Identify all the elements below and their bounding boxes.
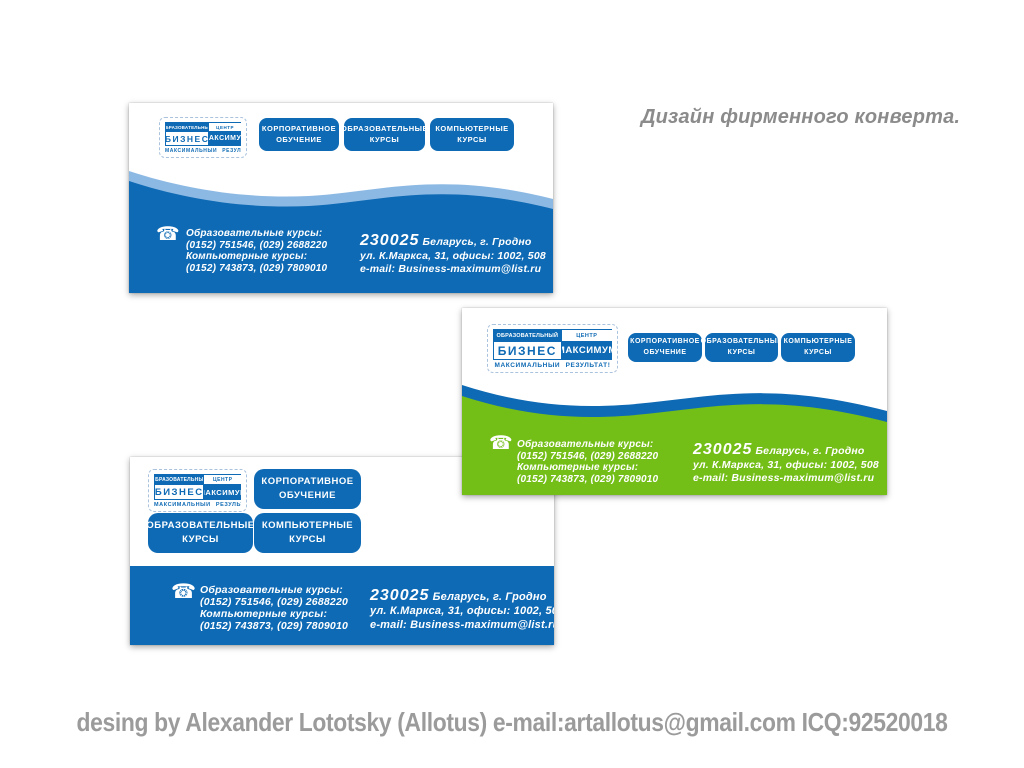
button-label-line: КУРСЫ [457,134,487,144]
logo-tagline: МАКСИМАЛЬНЫЙ РЕЗУЛЬТАТ! [154,502,241,508]
envelope-right-green-wave: ОБРАЗОВАТЕЛЬНЫЙ ЦЕНТР БИЗНЕС МАКСИМУМ МА… [462,308,887,495]
blue-band [130,566,554,645]
address-line-city: 230025 Беларусь, г. Гродно [693,441,879,459]
address-city: Беларусь, г. Гродно [432,591,547,603]
logo-grid: ОБРАЗОВАТЕЛЬНЫЙ ЦЕНТР БИЗНЕС МАКСИМУМ [493,329,612,360]
address-email: e-mail: Business-maximum@list.ru [693,472,875,484]
button-corporate-training: КОРПОРАТИВНОЕ ОБУЧЕНИЕ [254,469,361,509]
contact-line: (0152) 751546, (029) 2688220 [200,596,349,608]
logo-tagline: МАКСИМАЛЬНЫЙ РЕЗУЛЬТАТ! [165,148,241,154]
logo-cell-center: ЦЕНТР [209,123,241,131]
wave-graphic [462,385,887,495]
contact-line: Компьютерные курсы: [200,608,328,620]
contact-phones-block: Образовательные курсы: (0152) 751546, (0… [517,439,658,485]
postcode: 230025 [360,232,420,249]
button-label-line: ОБРАЗОВАТЕЛЬНЫЕ [700,338,783,346]
button-educational-courses: ОБРАЗОВАТЕЛЬНЫЕ КУРСЫ [146,513,255,553]
logo-cell-educational: ОБРАЗОВАТЕЛЬНЫЙ [166,123,209,131]
postcode: 230025 [693,441,753,458]
logo-cell-educational: ОБРАЗОВАТЕЛЬНЫЙ [494,330,561,341]
contact-line: (0152) 751546, (029) 2688220 [186,239,328,251]
contact-line: Образовательные курсы: [186,228,323,239]
designer-credit: desing by Alexander Lototsky (Allotus) e… [76,707,948,737]
button-label-line: КУРСЫ [369,134,400,144]
button-label-line: КУРСЫ [804,348,832,356]
address-line-city: 230025 Беларусь, г. Гродно [370,587,554,604]
phone-icon: ☎ [489,432,513,454]
envelope-top-blue-wave: ОБРАЗОВАТЕЛЬНЫЙ ЦЕНТР БИЗНЕС МАКСИМУМ МА… [129,103,553,293]
button-label-line: КОМПЬЮТЕРНЫЕ [783,338,853,346]
wave-graphic [129,171,553,293]
phone-icon: ☎ [171,579,196,603]
button-label-line: КУРСЫ [182,534,219,545]
phone-icon: ☎ [156,223,180,245]
address-email: e-mail: Business-maximum@list.ru [360,263,542,275]
page-caption: Дизайн фирменного конверта. [641,106,961,128]
button-label-line: КОРПОРАТИВНОЕ [630,338,700,346]
contact-line: (0152) 743873, (029) 7809010 [186,262,328,274]
button-computer-courses: КОМПЬЮТЕРНЫЕ КУРСЫ [781,333,855,362]
button-computer-courses: КОМПЬЮТЕРНЫЕ КУРСЫ [254,513,361,553]
button-label-line: КОРПОРАТИВНОЕ [261,123,337,133]
contact-phones-block: Образовательные курсы: (0152) 751546, (0… [200,584,348,632]
logo-business-maximum: ОБРАЗОВАТЕЛЬНЫЙ ЦЕНТР БИЗНЕС МАКСИМУМ МА… [148,469,247,512]
contact-phones-block: Образовательные курсы: (0152) 751546, (0… [186,228,327,274]
button-label-line: ОБУЧЕНИЕ [279,490,336,501]
button-label-line: КОМПЬЮТЕРНЫЕ [435,123,509,133]
button-corporate-training: КОРПОРАТИВНОЕ ОБУЧЕНИЕ [628,333,702,362]
address-city: Беларусь, г. Гродно [422,236,532,248]
logo-business-maximum: ОБРАЗОВАТЕЛЬНЫЙ ЦЕНТР БИЗНЕС МАКСИМУМ МА… [159,117,247,158]
button-educational-courses: ОБРАЗОВАТЕЛЬНЫЕ КУРСЫ [341,118,429,151]
button-label-line: ОБУЧЕНИЕ [276,134,322,144]
contact-line: (0152) 743873, (029) 7809010 [200,620,349,632]
contact-line: Образовательные курсы: [517,439,654,450]
logo-cell-business: БИЗНЕС [494,342,561,359]
address-street: ул. К.Маркса, 31, офисы: 1002, 508 [360,249,546,262]
button-computer-courses: КОМПЬЮТЕРНЫЕ КУРСЫ [430,118,514,151]
button-label-line: ОБРАЗОВАТЕЛЬНЫЕ [341,123,429,133]
logo-cell-center: ЦЕНТР [561,330,612,341]
address-block: 230025 Беларусь, г. Гродно ул. К.Маркса,… [693,441,879,486]
contact-line: Образовательные курсы: [200,584,344,596]
contact-line: (0152) 751546, (029) 2688220 [517,450,659,462]
button-educational-courses: ОБРАЗОВАТЕЛЬНЫЕ КУРСЫ [701,333,782,362]
address-city: Беларусь, г. Гродно [755,445,865,457]
button-label-line: КОРПОРАТИВНОЕ [261,476,354,488]
address-street: ул. К.Маркса, 31, офисы: 1002, 508 [370,605,554,617]
logo-cell-maximum: МАКСИМУМ [204,485,241,499]
postcode: 230025 [370,587,430,604]
address-line-city: 230025 Беларусь, г. Гродно [360,232,546,250]
logo-cell-center: ЦЕНТР [204,475,241,484]
logo-cell-maximum: МАКСИМУМ [561,342,612,359]
contact-line: Компьютерные курсы: [186,251,308,262]
contact-line: (0152) 743873, (029) 7809010 [517,473,659,485]
button-label-line: КУРСЫ [727,348,756,356]
logo-cell-educational: ОБРАЗОВАТЕЛЬНЫЙ [155,475,204,484]
logo-grid: ОБРАЗОВАТЕЛЬНЫЙ ЦЕНТР БИЗНЕС МАКСИМУМ [154,474,241,500]
address-block: 230025 Беларусь, г. Гродно ул. К.Маркса,… [360,232,546,277]
button-label-line: КОМПЬЮТЕРНЫЕ [261,520,354,532]
logo-cell-maximum: МАКСИМУМ [209,132,241,145]
button-label-line: ОБРАЗОВАТЕЛЬНЫЕ [146,520,255,532]
address-block: 230025 Беларусь, г. Гродно ул. К.Маркса,… [370,587,554,632]
button-label-line: ОБУЧЕНИЕ [643,348,687,356]
button-corporate-training: КОРПОРАТИВНОЕ ОБУЧЕНИЕ [259,118,339,151]
logo-cell-business: БИЗНЕС [166,132,209,145]
address-email: e-mail: Business-maximum@list.ru [370,619,554,631]
logo-business-maximum: ОБРАЗОВАТЕЛЬНЫЙ ЦЕНТР БИЗНЕС МАКСИМУМ МА… [487,324,618,373]
address-street: ул. К.Маркса, 31, офисы: 1002, 508 [693,458,879,471]
button-label-line: КУРСЫ [289,534,326,545]
logo-tagline: МАКСИМАЛЬНЫЙ РЕЗУЛЬТАТ! [494,362,611,369]
logo-grid: ОБРАЗОВАТЕЛЬНЫЙ ЦЕНТР БИЗНЕС МАКСИМУМ [165,122,241,146]
contact-line: Компьютерные курсы: [517,462,639,473]
logo-cell-business: БИЗНЕС [155,485,204,499]
